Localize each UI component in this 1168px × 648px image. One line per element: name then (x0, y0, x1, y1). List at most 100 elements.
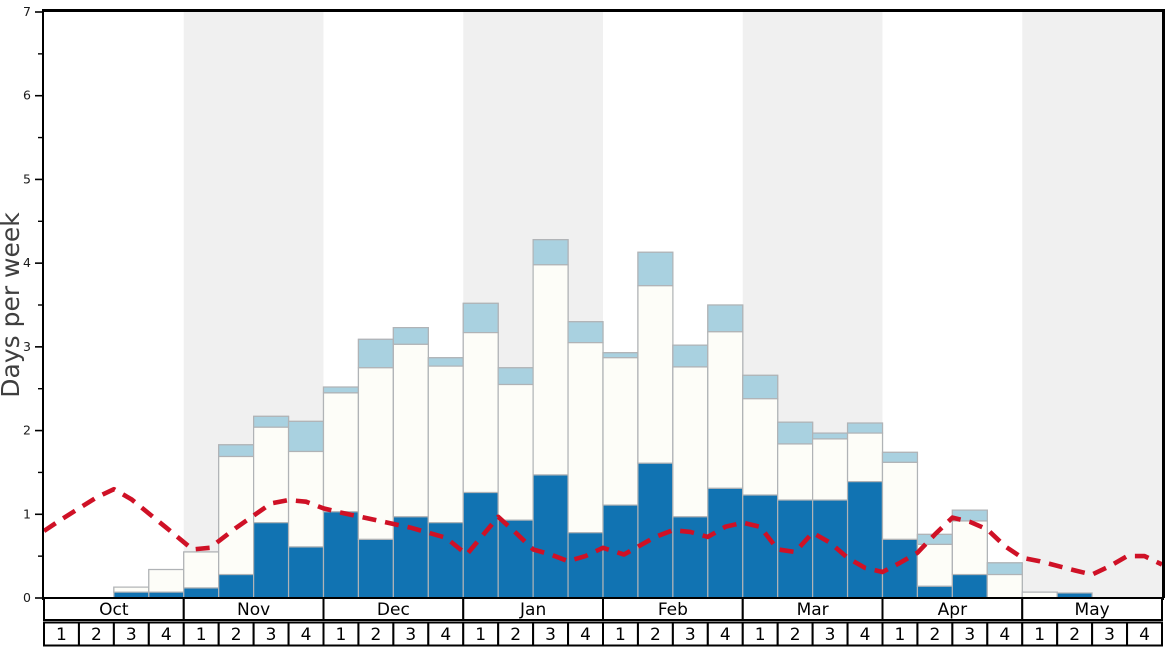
week-number-label: 2 (1069, 625, 1080, 645)
bar-oct-w3-white-segment (113, 586, 150, 593)
week-number-label: 2 (231, 625, 242, 645)
y-tick-label-2: 2 (23, 423, 31, 438)
bar-apr-w3-white-segment (951, 520, 988, 576)
right-spine (1162, 9, 1165, 598)
week-number-label: 3 (825, 625, 836, 645)
week-number-label: 1 (1034, 625, 1045, 645)
bar-jan-w4-dark-blue-segment (567, 532, 604, 599)
bar-apr-w4-light-blue-segment (986, 562, 1023, 576)
bar-mar-w3-white-segment (812, 438, 849, 501)
bar-dec-w2-white-segment (357, 367, 394, 540)
month-label-dec: Dec (377, 600, 410, 620)
week-number-label: 2 (790, 625, 801, 645)
bar-jan-w1-white-segment (462, 332, 499, 494)
bar-mar-w1-light-blue-segment (742, 374, 779, 400)
bar-nov-w3-dark-blue-segment (253, 522, 290, 599)
bar-dec-w2-dark-blue-segment (357, 538, 394, 599)
week-number-label: 3 (405, 625, 416, 645)
week-number-label: 2 (91, 625, 102, 645)
y-axis-title: Days per week (0, 212, 25, 398)
y-tick-label-5: 5 (23, 171, 31, 186)
bar-nov-w4-dark-blue-segment (287, 546, 325, 599)
y-tick-label-7: 7 (23, 4, 31, 19)
bar-feb-w3-light-blue-segment (672, 344, 709, 368)
week-number-label: 1 (895, 625, 906, 645)
week-number-label: 4 (161, 625, 172, 645)
week-number-label: 2 (929, 625, 940, 645)
month-label-jan: Jan (519, 600, 546, 620)
bar-jan-w3-white-segment (532, 264, 569, 476)
bar-nov-w3-light-blue-segment (253, 415, 290, 428)
bar-mar-w3-light-blue-segment (812, 432, 849, 440)
bar-mar-w2-white-segment (777, 443, 814, 501)
week-number-label: 1 (196, 625, 207, 645)
top-spine (44, 9, 1162, 12)
bar-nov-w1-white-segment (183, 551, 220, 589)
month-cell-may (1021, 597, 1163, 621)
y-tick-label-3: 3 (23, 339, 31, 354)
week-number-label: 1 (336, 625, 347, 645)
week-number-label: 1 (56, 625, 67, 645)
week-number-label: 3 (545, 625, 556, 645)
week-number-label: 2 (370, 625, 381, 645)
bar-nov-w1-dark-blue-segment (183, 587, 220, 599)
bar-jan-w2-light-blue-segment (497, 367, 534, 386)
week-number-label: 4 (860, 625, 871, 645)
week-number-label: 4 (440, 625, 451, 645)
week-number-label: 3 (964, 625, 975, 645)
week-number-label: 1 (755, 625, 766, 645)
bar-feb-w3-white-segment (672, 366, 709, 518)
bar-apr-w1-white-segment (881, 461, 919, 540)
week-number-label: 4 (1139, 625, 1150, 645)
week-number-label: 4 (720, 625, 731, 645)
y-tick-label-6: 6 (23, 88, 31, 103)
bar-nov-w2-light-blue-segment (218, 444, 255, 458)
bar-feb-w2-white-segment (637, 285, 674, 464)
bar-feb-w4-dark-blue-segment (707, 487, 744, 599)
bar-feb-w4-light-blue-segment (707, 304, 744, 333)
bar-mar-w1-dark-blue-segment (742, 494, 779, 599)
bar-nov-w4-light-blue-segment (287, 420, 325, 453)
month-label-nov: Nov (237, 600, 270, 620)
bar-dec-w3-light-blue-segment (392, 327, 429, 345)
week-number-label: 3 (126, 625, 137, 645)
bar-mar-w4-white-segment (846, 432, 884, 483)
month-label-apr: Apr (938, 600, 967, 620)
bar-apr-w2-white-segment (916, 543, 953, 587)
week-number-label: 3 (266, 625, 277, 645)
month-label-feb: Feb (658, 600, 688, 620)
week-number-label: 3 (685, 625, 696, 645)
week-number-label: 2 (510, 625, 521, 645)
month-band-may (1022, 12, 1162, 598)
y-axis-spine (42, 9, 44, 598)
bar-dec-w4-white-segment (427, 365, 464, 524)
week-number-label: 1 (615, 625, 626, 645)
month-label-may: May (1075, 600, 1110, 620)
bar-nov-w2-dark-blue-segment (218, 573, 255, 599)
bar-jan-w2-white-segment (497, 383, 534, 521)
bar-oct-w4-white-segment (148, 568, 185, 593)
week-number-label: 4 (580, 625, 591, 645)
bar-feb-w1-light-blue-segment (602, 352, 639, 359)
bar-apr-w4-white-segment (986, 573, 1023, 599)
bar-jan-w4-light-blue-segment (567, 321, 604, 344)
bar-feb-w2-light-blue-segment (637, 251, 674, 287)
bar-jan-w3-dark-blue-segment (532, 474, 569, 599)
bar-dec-w3-dark-blue-segment (392, 516, 429, 599)
bar-dec-w2-light-blue-segment (357, 338, 394, 369)
bar-dec-w1-light-blue-segment (322, 386, 360, 394)
bar-jan-w1-dark-blue-segment (462, 491, 499, 599)
week-number-label: 3 (1104, 625, 1115, 645)
bar-mar-w4-light-blue-segment (846, 422, 884, 434)
bar-nov-w2-white-segment (218, 455, 255, 576)
bar-dec-w3-white-segment (392, 343, 429, 518)
month-label-oct: Oct (99, 600, 129, 620)
y-tick-label-4: 4 (23, 255, 31, 270)
y-tick-label-0: 0 (23, 590, 31, 605)
week-number-label: 2 (650, 625, 661, 645)
bar-apr-w2-dark-blue-segment (916, 585, 953, 599)
bar-nov-w4-white-segment (287, 450, 325, 548)
bar-mar-w4-dark-blue-segment (846, 481, 884, 599)
